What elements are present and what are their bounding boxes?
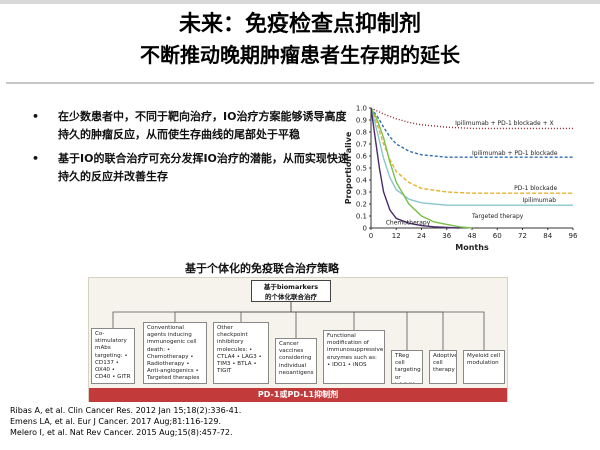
bullet-item: • 在少数患者中，不同于靶向治疗，IO治疗方案能够诱导高度持久的肿瘤反应，从而使… — [30, 108, 350, 144]
reference-item: Melero I, et al. Nat Rev Cancer. 2015 Au… — [10, 428, 233, 437]
y-tick-label: 0.7 — [356, 141, 367, 149]
connector-line — [240, 302, 292, 322]
series-line — [370, 107, 473, 229]
y-tick-label: 0.4 — [356, 177, 368, 185]
x-tick-label: 24 — [417, 232, 426, 240]
title-line-2: 不断推动晚期肿瘤患者生存期的延长 — [140, 43, 460, 67]
box-co-stimulatory: Co-stimulatory mAbs targeting: • CD137 •… — [91, 328, 135, 384]
x-tick-label: 36 — [442, 232, 451, 240]
series-label: PD-1 blockade — [514, 185, 557, 192]
connector-line — [290, 302, 355, 330]
connector-line — [290, 302, 485, 350]
series-label: Ipilimumab — [523, 197, 557, 204]
y-tick-label: 1.0 — [356, 105, 367, 113]
series-line — [370, 107, 573, 158]
center-strategy-box: 基于biomarkers 的个体化联合治疗 — [251, 280, 331, 302]
bullet-list: • 在少数患者中，不同于靶向治疗，IO治疗方案能够诱导高度持久的肿瘤反应，从而使… — [30, 108, 350, 192]
series-line — [370, 107, 573, 194]
strategy-title: 基于个体化的免疫联合治疗策略 — [185, 262, 339, 275]
x-tick-label: 96 — [569, 232, 578, 240]
series-label: Ipilimumab + PD-1 blockade + X — [455, 120, 553, 127]
bullet-text: 基于IO的联合治疗可充分发挥IO治疗的潜能，从而实现快速持久的反应并改善生存 — [58, 152, 349, 183]
x-axis-label: Months — [455, 243, 489, 252]
y-axis-label: Proportion alive — [344, 131, 353, 204]
top-decorative-bar — [0, 0, 600, 4]
series-label: Chemotherapy — [386, 219, 431, 226]
bullet-marker: • — [32, 110, 40, 123]
center-line-2: 的个体化联合治疗 — [265, 293, 317, 301]
box-myeloid-modulation: Myeloid cell modulation — [463, 350, 505, 384]
box-cancer-vaccines: Cancer vaccines considering individual n… — [275, 338, 317, 384]
survival-chart: 0 0.1 0.2 0.3 0.4 0.5 0.6 0.7 0.8 0.9 1.0 0 12 24 36 48… — [344, 105, 578, 253]
reference-item: Emens LA, et al. Eur J Cancer. 2017 Aug;… — [10, 417, 222, 426]
series-label: Targeted therapy — [471, 213, 524, 220]
box-adoptive-cell-therapy: Adoptive cell therapy — [429, 350, 457, 384]
title-divider — [6, 82, 594, 84]
series-line — [370, 107, 573, 206]
box-treg-targeting: TReg cell targeting or inhibition — [391, 350, 423, 384]
box-conventional-agents: Conventional agents inducing immunogenic… — [143, 322, 207, 384]
box-enzyme-modification: Functional modification of immunosuppres… — [323, 330, 385, 384]
x-tick-label: 0 — [369, 232, 373, 240]
references: Ribas A, et al. Clin Cancer Res. 2012 Ja… — [10, 405, 241, 438]
y-tick-label: 0.3 — [356, 189, 367, 197]
bullet-marker: • — [32, 152, 40, 165]
pd1-inhibitor-bar: PD-1或PD-L1抑制剂 — [89, 388, 507, 402]
reference-item: Ribas A, et al. Clin Cancer Res. 2012 Ja… — [10, 406, 242, 415]
title-line-1: 未来：免疫检查点抑制剂 — [178, 12, 421, 37]
series-line — [370, 107, 573, 130]
y-tick-label: 0 — [363, 225, 367, 233]
y-tick-label: 0.1 — [356, 213, 367, 221]
diagram-connectors — [112, 302, 485, 350]
y-tick-label: 0.5 — [356, 165, 367, 173]
box-checkpoint-molecules: Other checkpoint inhibitory molecules: •… — [213, 322, 269, 384]
series-label: Ipilimumab + PD-1 blockade — [472, 150, 558, 157]
y-tick-label: 0.2 — [356, 201, 367, 209]
strategy-diagram: 基于biomarkers 的个体化联合治疗 Co-stimulatory mAb… — [88, 277, 508, 402]
x-tick-label: 60 — [493, 232, 502, 240]
x-tick-label: 84 — [543, 232, 552, 240]
x-tick-label: 48 — [468, 232, 477, 240]
bullet-text: 在少数患者中，不同于靶向治疗，IO治疗方案能够诱导高度持久的肿瘤反应，从而使生存… — [58, 110, 347, 141]
x-tick-label: 12 — [392, 232, 401, 240]
y-tick-label: 0.8 — [356, 129, 367, 137]
x-tick-label: 72 — [518, 232, 527, 240]
y-tick-label: 0.6 — [356, 153, 368, 161]
slide-title: 未来：免疫检查点抑制剂 不断推动晚期肿瘤患者生存期的延长 — [0, 10, 600, 70]
y-tick-label: 0.9 — [356, 117, 367, 125]
connector-line — [290, 302, 297, 338]
bullet-item: • 基于IO的联合治疗可充分发挥IO治疗的潜能，从而实现快速持久的反应并改善生存 — [30, 150, 350, 186]
series-line — [370, 107, 460, 229]
center-line-1: 基于biomarkers — [263, 283, 319, 291]
